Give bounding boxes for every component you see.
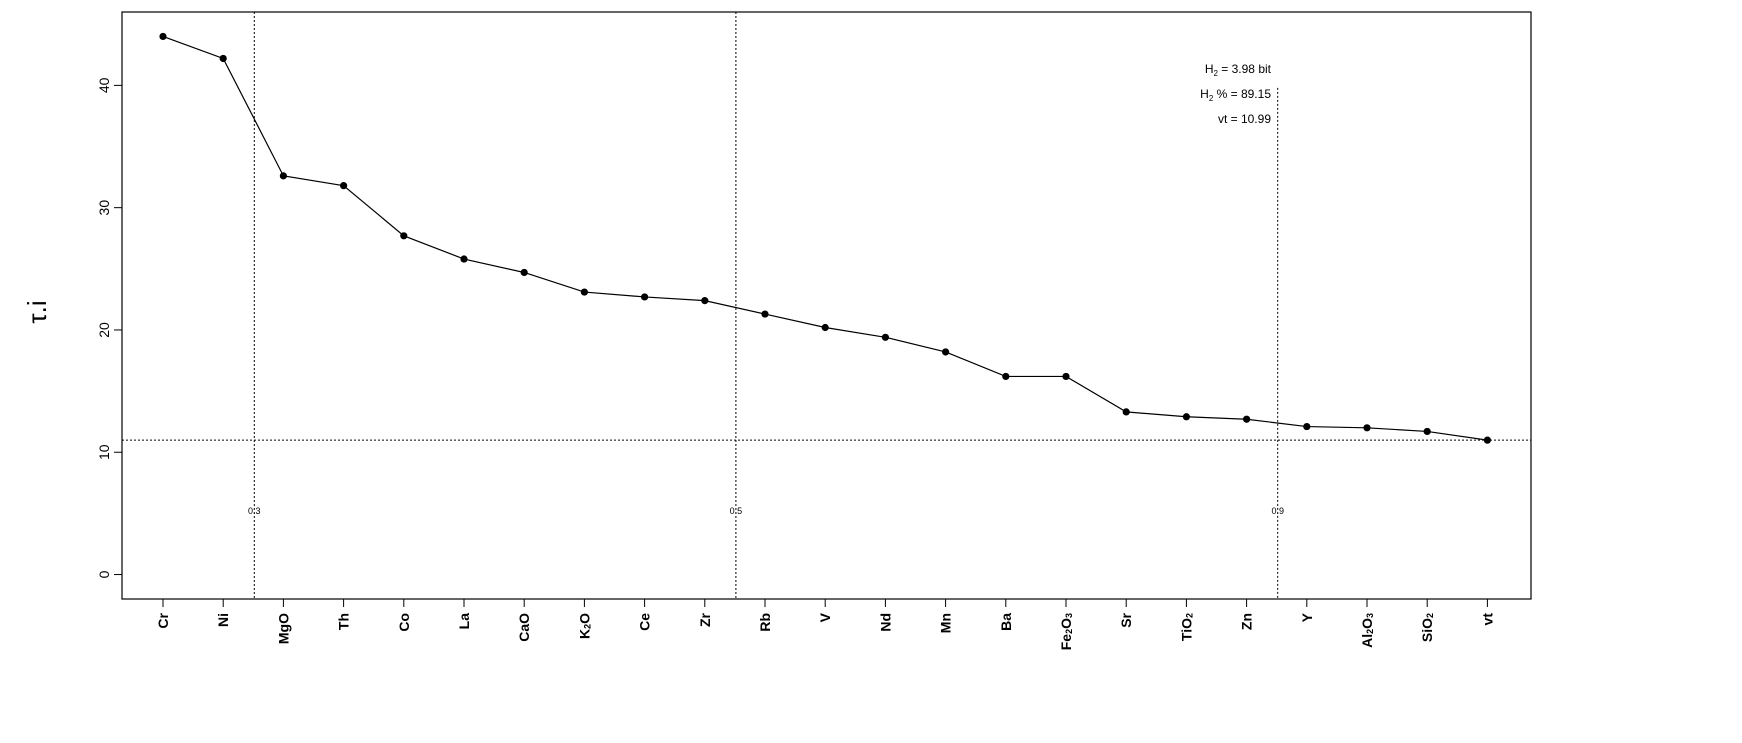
data-point: [701, 297, 709, 305]
data-point: [400, 232, 408, 240]
data-point: [1303, 422, 1311, 431]
series-line: [159, 32, 1491, 444]
x-tick-label: Y: [1299, 612, 1315, 622]
x-tick-label: Zr: [697, 612, 713, 627]
x-tick-label: V: [817, 612, 833, 622]
y-axis-label: τ.i: [22, 300, 52, 323]
data-point: [580, 288, 589, 296]
data-point: [1002, 372, 1010, 381]
x-tick-label: Sr: [1118, 612, 1134, 627]
y-tick-label: 40: [96, 77, 112, 93]
x-tick-label: Nd: [877, 613, 893, 632]
x-tick-label: Rb: [757, 613, 773, 632]
data-point: [219, 54, 227, 63]
data-point: [1423, 427, 1431, 436]
data-point: [159, 32, 167, 41]
x-tick-label: Ce: [637, 613, 653, 631]
annotation-text: vt = 10.99: [1218, 112, 1271, 126]
plot-frame: [121, 11, 1532, 600]
x-tick-label: TiO2: [1178, 613, 1194, 641]
x-axis: Cr Ni MgO Th Co La CaO K2O Ce Zr Rb V Nd Mn Ba Fe2O3 Sr T…: [155, 599, 1495, 650]
x-tick-label: vt: [1479, 613, 1495, 626]
x-tick-label: K2O: [576, 613, 592, 639]
x-tick-label: La: [456, 613, 472, 630]
annotation-box: H2 = 3.98 bit H2 % = 89.15 vt = 10.99: [1200, 62, 1272, 126]
data-point: [761, 310, 769, 318]
y-axis: 0 10 20 30 40: [96, 77, 122, 578]
x-tick-label: CaO: [516, 613, 532, 642]
data-point: [1363, 424, 1371, 432]
data-point: [1243, 415, 1251, 423]
x-tick-label: Ba: [998, 613, 1014, 631]
reference-lines: 0.3 0.5 0.9: [122, 12, 1531, 599]
cut-vline-label: 0.5: [730, 506, 743, 516]
y-tick-label: 30: [96, 200, 112, 216]
data-point: [1062, 372, 1070, 381]
y-tick-label: 10: [96, 444, 112, 460]
data-point: [460, 255, 468, 263]
data-point: [942, 348, 950, 356]
data-point: [520, 268, 528, 277]
x-tick-label: Mn: [938, 613, 954, 633]
x-tick-label: Cr: [155, 612, 171, 628]
x-tick-label: Fe2O3: [1058, 613, 1074, 650]
x-tick-label: Al2O3: [1359, 613, 1375, 648]
annotation-text: H2 % = 89.15: [1200, 87, 1271, 103]
data-point: [881, 333, 890, 341]
y-tick-label: 0: [96, 570, 112, 578]
data-point: [1483, 436, 1491, 444]
y-tick-label: 20: [96, 322, 112, 338]
x-tick-label: MgO: [275, 613, 291, 644]
annotation-text: H2 = 3.98 bit: [1205, 62, 1272, 78]
data-point: [340, 182, 348, 190]
x-tick-label: Zn: [1239, 613, 1255, 630]
series-path: [162, 35, 1488, 441]
data-point: [1182, 413, 1190, 421]
data-point: [279, 172, 287, 180]
data-point: [641, 293, 649, 301]
data-point: [1122, 408, 1130, 416]
cut-vline-label: 0.9: [1271, 506, 1284, 516]
x-tick-label: Co: [396, 613, 412, 632]
x-tick-label: Th: [336, 613, 352, 630]
data-point: [821, 323, 829, 332]
cut-vline-label: 0.3: [248, 506, 261, 516]
x-tick-label: Ni: [215, 613, 231, 627]
x-tick-label: SiO2: [1419, 613, 1435, 642]
